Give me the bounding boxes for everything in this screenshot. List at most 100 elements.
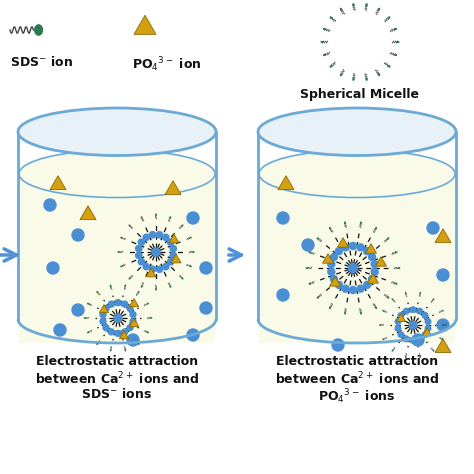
Ellipse shape [192,251,195,253]
Ellipse shape [120,265,123,267]
Ellipse shape [128,225,130,227]
Ellipse shape [395,283,398,285]
FancyBboxPatch shape [19,174,215,343]
Ellipse shape [110,284,111,287]
Polygon shape [367,273,379,283]
Ellipse shape [329,227,331,229]
Circle shape [54,324,66,336]
Circle shape [115,300,121,306]
Circle shape [170,252,176,259]
Text: Spherical Micelle: Spherical Micelle [301,88,419,101]
Ellipse shape [306,267,309,269]
Ellipse shape [329,16,332,19]
Circle shape [100,319,106,324]
Ellipse shape [396,41,400,43]
Ellipse shape [379,324,381,326]
Circle shape [187,329,199,341]
Circle shape [425,326,431,331]
Polygon shape [423,328,431,336]
Circle shape [417,336,422,342]
Ellipse shape [365,78,368,81]
Circle shape [72,229,84,241]
Polygon shape [129,319,139,327]
Circle shape [167,259,174,265]
Ellipse shape [329,65,332,68]
Circle shape [398,332,404,337]
Circle shape [103,305,109,311]
Ellipse shape [388,16,391,19]
Ellipse shape [309,251,311,253]
Circle shape [109,329,114,335]
Circle shape [410,321,417,328]
Polygon shape [169,234,179,243]
Ellipse shape [117,251,120,253]
Ellipse shape [259,150,455,198]
Circle shape [349,243,356,249]
Ellipse shape [392,350,393,352]
Polygon shape [375,256,386,266]
Polygon shape [146,268,156,277]
Polygon shape [50,176,66,190]
Ellipse shape [96,343,98,345]
Circle shape [395,319,401,324]
Ellipse shape [320,41,324,43]
Ellipse shape [125,349,126,352]
Circle shape [330,254,337,261]
Circle shape [143,234,149,240]
Ellipse shape [323,54,326,56]
Circle shape [156,232,163,238]
Ellipse shape [155,213,157,216]
Ellipse shape [258,108,456,155]
Circle shape [336,247,342,255]
Circle shape [114,314,122,322]
Text: Electrostatic attraction: Electrostatic attraction [276,355,438,368]
Circle shape [336,282,342,288]
Circle shape [277,289,289,301]
Circle shape [200,302,212,314]
Circle shape [72,304,84,316]
FancyBboxPatch shape [259,174,455,343]
Polygon shape [171,254,181,263]
Circle shape [130,319,136,324]
Ellipse shape [87,331,89,333]
Ellipse shape [344,312,346,315]
Ellipse shape [375,307,377,309]
Ellipse shape [442,338,444,340]
Circle shape [403,336,409,342]
Circle shape [332,339,344,351]
Text: PO$_4$$^{3-}$ ions: PO$_4$$^{3-}$ ions [318,387,396,406]
Circle shape [410,337,416,343]
Ellipse shape [340,73,342,76]
Ellipse shape [382,310,384,311]
Circle shape [398,312,404,318]
Circle shape [163,264,169,270]
Polygon shape [329,277,340,286]
Circle shape [425,319,431,324]
Circle shape [170,246,176,252]
Ellipse shape [433,350,435,352]
Ellipse shape [344,221,346,224]
Ellipse shape [182,277,183,280]
Circle shape [149,232,156,238]
Circle shape [369,275,375,283]
Ellipse shape [169,216,171,219]
Ellipse shape [392,298,393,300]
Circle shape [44,199,56,211]
Circle shape [364,282,371,288]
Polygon shape [337,237,348,247]
Circle shape [328,261,335,268]
Circle shape [156,266,163,273]
Ellipse shape [433,298,435,300]
Polygon shape [80,206,96,219]
Circle shape [127,334,139,346]
Ellipse shape [34,24,43,36]
Circle shape [403,308,409,314]
Polygon shape [397,314,405,321]
Circle shape [395,326,401,331]
Ellipse shape [395,251,398,253]
Circle shape [364,247,371,255]
Polygon shape [365,244,376,253]
Text: PO$_4$$^{3-}$ ion: PO$_4$$^{3-}$ ion [132,55,202,73]
Ellipse shape [96,291,98,293]
Circle shape [200,262,212,274]
